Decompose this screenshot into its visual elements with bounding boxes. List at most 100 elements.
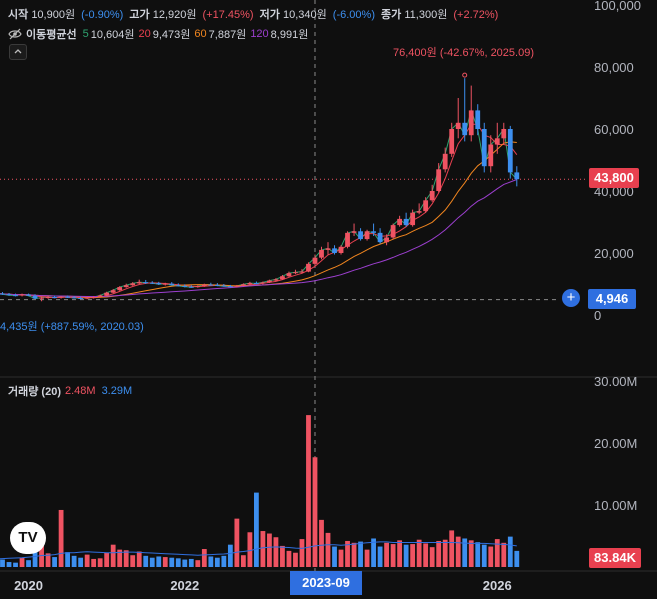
chevron-up-icon [14,49,22,54]
volume-bar [260,531,266,567]
candle-body [247,283,253,285]
volume-bar [65,552,71,567]
candle-body [195,286,201,288]
candle-body [6,294,12,296]
collapse-legend-button[interactable] [9,44,27,60]
volume-bar [514,550,520,567]
candle-body [32,295,38,299]
ohlc-legend: 시작 10,900원 (-0.90%) 고가 12,920원 (+17.45%)… [8,6,501,22]
open-change: (-0.90%) [81,9,124,21]
ma120-period: 120 [250,28,269,40]
volume-bar [254,492,259,567]
candle-body [462,122,468,136]
high-marker [462,72,468,78]
candle-body [149,282,155,284]
volume-bar [6,562,12,567]
volume-bar [319,519,324,567]
volume-bar [175,558,181,567]
volume-bar [436,540,442,567]
volume-value-b: 3.29M [101,385,133,397]
candle-body [65,296,71,298]
volume-bar [501,542,507,567]
last-price-tag: 43,800 [589,168,639,188]
volume-bar [416,539,422,567]
candle-body [58,296,64,298]
candle-body [475,110,481,129]
reference-price-tag: 4,946 [588,289,636,309]
ma60-line [0,141,517,298]
volume-bar [429,547,435,567]
volume-bar [345,540,350,567]
volume-bar [214,557,220,567]
ma20-value: 9,473원 [152,29,191,41]
ma5-value: 10,604원 [90,29,135,41]
candle-body [364,231,370,240]
candle-body [214,284,220,286]
candle-body [358,231,363,240]
high-label: 고가 [129,9,150,21]
candle-body [19,294,25,296]
volume-bar [117,549,123,567]
moving-average-legend[interactable]: 이동평균선 5 10,604원 20 9,473원 60 7,887원 120 … [8,26,312,42]
candle-body [286,273,292,277]
volume-bar [182,559,188,567]
volume-bar [494,539,500,567]
volume-bar [84,554,90,567]
candle-body [39,297,44,299]
close-change: (+2.72%) [453,9,499,21]
candle-body [371,231,376,233]
ma-title: 이동평균선 [26,29,77,41]
volume-bar [58,509,64,567]
candle-body [488,144,494,167]
volume-bar [423,543,429,567]
tradingview-logo[interactable]: TV [10,522,46,554]
volume-bar [299,539,305,567]
volume-bar [462,538,468,567]
volume-bar [312,457,318,567]
price-axis-tick: 0 [594,308,601,323]
candle-body [429,191,435,201]
add-alert-button[interactable]: + [562,289,580,307]
volume-bar [468,540,474,567]
close-label: 종가 [381,9,402,21]
candle-body [410,212,416,226]
volume-bar [19,557,25,567]
volume-bar [110,544,116,567]
candle-body [260,282,266,284]
volume-bar [449,530,455,567]
volume-bar [123,550,129,567]
candle-body [123,285,129,288]
volume-bar [455,536,461,567]
volume-bar [384,542,389,567]
volume-bar [45,553,51,567]
candle-body [442,153,448,170]
candle-body [494,138,500,145]
ma5-period: 5 [82,28,89,40]
volume-bar [13,562,18,567]
low-value: 10,340원 [282,9,327,21]
volume-bar [488,546,494,567]
volume-bar [325,532,331,567]
candle-body [293,272,298,274]
candle-body [84,297,90,299]
ma20-period: 20 [138,28,151,40]
candle-body [501,129,507,139]
candle-body [273,279,279,281]
volume-bar [306,415,311,567]
ma20-line [0,123,518,299]
candle-body [71,297,77,299]
ma60-value: 7,887원 [208,29,247,41]
candle-body [175,285,181,287]
close-value: 11,300원 [404,9,448,21]
volume-bar [442,539,448,567]
last-volume-tag: 83.84K [589,548,641,568]
eye-icon[interactable] [8,28,22,40]
candle-body [481,129,487,167]
volume-bar [280,545,285,567]
candle-body [117,287,123,291]
volume-bar [234,518,240,567]
candle-body [156,283,162,285]
candle-body [234,285,240,287]
candle-body [13,295,18,297]
